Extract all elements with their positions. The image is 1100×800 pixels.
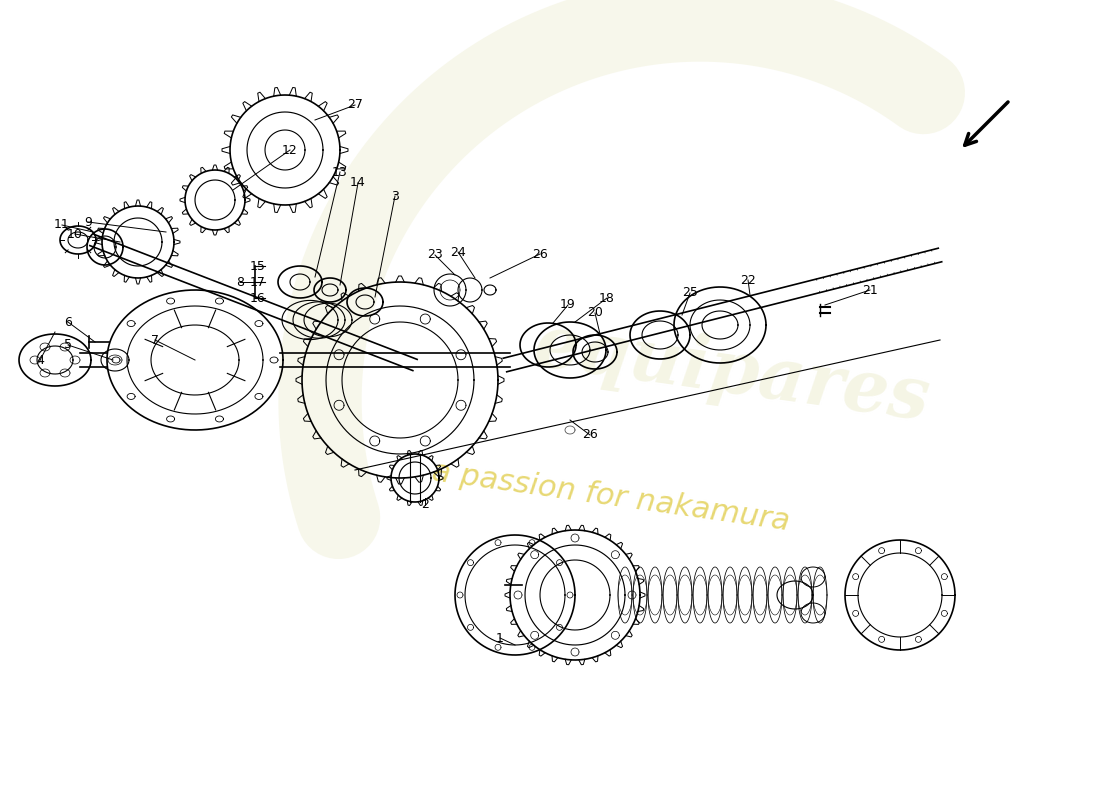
Text: 7: 7 (151, 334, 160, 346)
Text: a passion for nakamura: a passion for nakamura (430, 457, 792, 536)
Text: 20: 20 (587, 306, 603, 319)
Text: 8: 8 (236, 275, 244, 289)
Text: 10: 10 (67, 227, 82, 241)
Text: 19: 19 (560, 298, 576, 311)
Text: 24: 24 (450, 246, 466, 258)
Text: equipares: equipares (530, 310, 935, 435)
Text: 21: 21 (862, 283, 878, 297)
Text: 13: 13 (332, 166, 348, 178)
Text: 27: 27 (348, 98, 363, 111)
Text: 12: 12 (282, 143, 298, 157)
Text: 15: 15 (250, 259, 266, 273)
Text: 5: 5 (64, 338, 72, 351)
Text: 1: 1 (496, 631, 504, 645)
Text: 6: 6 (64, 315, 72, 329)
Text: 16: 16 (250, 291, 266, 305)
Text: 26: 26 (532, 247, 548, 261)
Text: 11: 11 (54, 218, 70, 231)
Text: 4: 4 (36, 354, 44, 366)
Text: 14: 14 (350, 177, 366, 190)
Text: 22: 22 (740, 274, 756, 286)
Text: 2: 2 (421, 498, 429, 511)
Text: 17: 17 (250, 275, 266, 289)
Text: 25: 25 (682, 286, 697, 299)
Text: 18: 18 (600, 291, 615, 305)
Text: 26: 26 (582, 429, 598, 442)
Text: 3: 3 (392, 190, 399, 202)
Text: 9: 9 (84, 215, 92, 229)
Text: 23: 23 (427, 249, 443, 262)
